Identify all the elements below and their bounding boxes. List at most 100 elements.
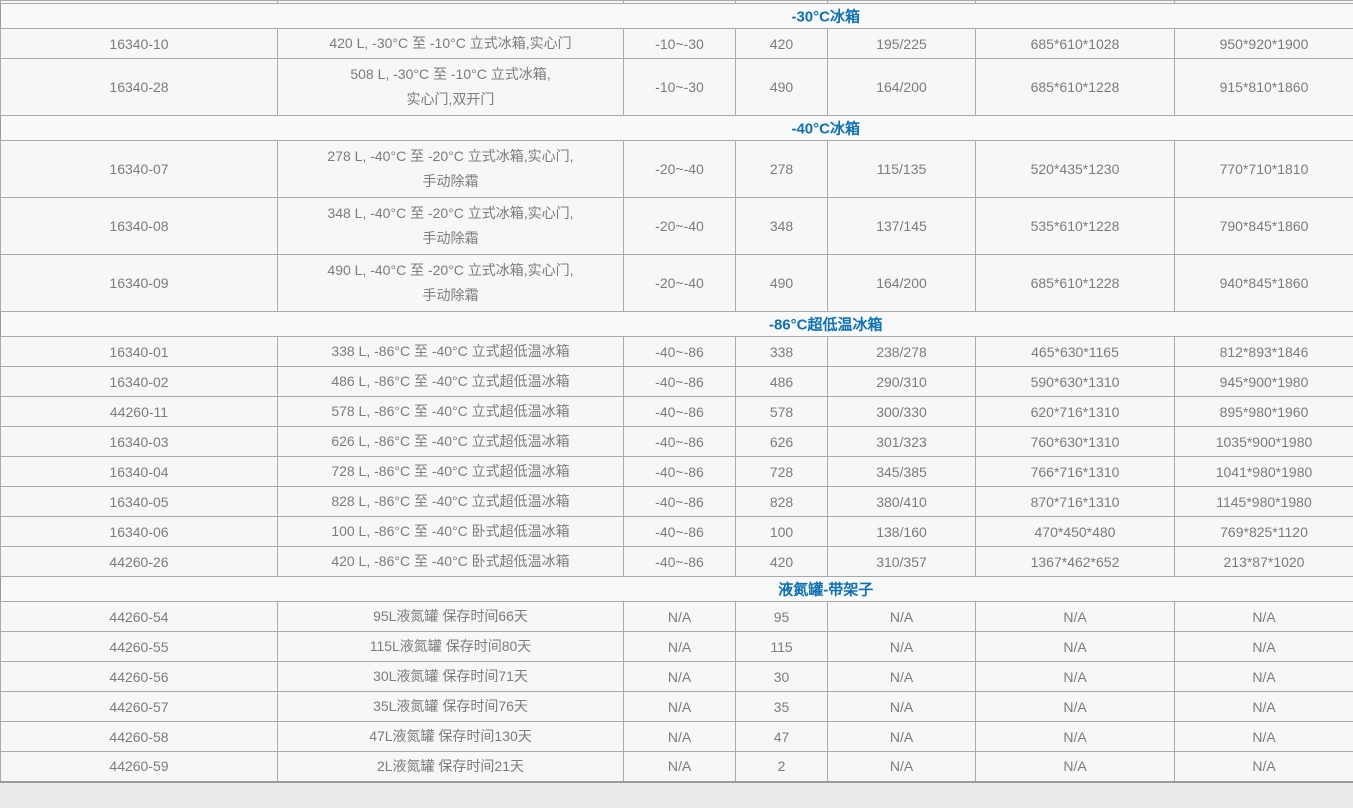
cell-volume: 95: [735, 601, 828, 632]
cell-product-code: 16340-04: [0, 456, 278, 487]
cell-temp-range: -40~-86: [623, 546, 736, 577]
cell-weight: 137/145: [827, 197, 976, 255]
cell-product-code: 44260-54: [0, 601, 278, 632]
cell-description: 626 L, -86°C 至 -40°C 立式超低温冰箱: [277, 426, 624, 457]
cell-exterior-size: 790*845*1860: [1174, 197, 1353, 255]
cell-interior-size: 760*630*1310: [975, 426, 1175, 457]
cell-exterior-size: N/A: [1174, 601, 1353, 632]
cell-volume: 35: [735, 691, 828, 722]
cell-product-code: 16340-09: [0, 254, 278, 312]
section-header-row: -40°C冰箱: [0, 115, 1353, 141]
cell-volume: 420: [735, 28, 828, 59]
cell-description: 100 L, -86°C 至 -40°C 卧式超低温冰箱: [277, 516, 624, 547]
cell-volume: 115: [735, 631, 828, 662]
cell-description: 35L液氮罐 保存时间76天: [277, 691, 624, 722]
table-row: 16340-03 626 L, -86°C 至 -40°C 立式超低温冰箱 -40~…: [0, 426, 1353, 457]
cell-interior-size: 685*610*1228: [975, 58, 1175, 116]
cell-description: 115L液氮罐 保存时间80天: [277, 631, 624, 662]
cell-temp-range: -40~-86: [623, 426, 736, 457]
cell-volume: 30: [735, 661, 828, 692]
cell-temp-range: N/A: [623, 661, 736, 692]
cell-weight: 301/323: [827, 426, 976, 457]
product-spec-table: -30°C冰箱 16340-10 420 L, -30°C 至 -10°C 立式冰箱…: [0, 0, 1353, 783]
cell-temp-range: -40~-86: [623, 336, 736, 367]
cell-exterior-size: N/A: [1174, 631, 1353, 662]
cell-interior-size: 590*630*1310: [975, 366, 1175, 397]
cell-exterior-size: 895*980*1960: [1174, 396, 1353, 427]
cell-interior-size: N/A: [975, 631, 1175, 662]
cell-volume: 728: [735, 456, 828, 487]
cell-interior-size: 465*630*1165: [975, 336, 1175, 367]
section-title: -30°C冰箱: [791, 8, 860, 26]
cell-volume: 626: [735, 426, 828, 457]
cell-description: 338 L, -86°C 至 -40°C 立式超低温冰箱: [277, 336, 624, 367]
cell-temp-range: -40~-86: [623, 516, 736, 547]
table-row: 44260-11 578 L, -86°C 至 -40°C 立式超低温冰箱 -40~…: [0, 396, 1353, 427]
cell-description: 95L液氮罐 保存时间66天: [277, 601, 624, 632]
cell-exterior-size: 945*900*1980: [1174, 366, 1353, 397]
cell-description: 47L液氮罐 保存时间130天: [277, 721, 624, 752]
cell-temp-range: -40~-86: [623, 366, 736, 397]
cell-weight: 290/310: [827, 366, 976, 397]
cell-description: 828 L, -86°C 至 -40°C 立式超低温冰箱: [277, 486, 624, 517]
cell-product-code: 44260-58: [0, 721, 278, 752]
cell-product-code: 44260-59: [0, 751, 278, 782]
section-title: -40°C冰箱: [791, 120, 860, 138]
cell-interior-size: 685*610*1028: [975, 28, 1175, 59]
table-row: 16340-28 508 L, -30°C 至 -10°C 立式冰箱, 实心门,双…: [0, 58, 1353, 116]
cell-temp-range: N/A: [623, 721, 736, 752]
cell-weight: 345/385: [827, 456, 976, 487]
cell-temp-range: -40~-86: [623, 396, 736, 427]
cell-interior-size: 870*716*1310: [975, 486, 1175, 517]
table-row: 16340-05 828 L, -86°C 至 -40°C 立式超低温冰箱 -40~…: [0, 486, 1353, 517]
cell-temp-range: -20~-40: [623, 140, 736, 198]
cell-temp-range: N/A: [623, 631, 736, 662]
cell-description: 348 L, -40°C 至 -20°C 立式冰箱,实心门, 手动除霜: [277, 197, 624, 255]
cell-description: 728 L, -86°C 至 -40°C 立式超低温冰箱: [277, 456, 624, 487]
cell-exterior-size: 915*810*1860: [1174, 58, 1353, 116]
cell-description: 30L液氮罐 保存时间71天: [277, 661, 624, 692]
cell-interior-size: 535*610*1228: [975, 197, 1175, 255]
cell-volume: 420: [735, 546, 828, 577]
table-row: 16340-09 490 L, -40°C 至 -20°C 立式冰箱,实心门, 手…: [0, 254, 1353, 312]
cell-exterior-size: 770*710*1810: [1174, 140, 1353, 198]
cell-weight: 164/200: [827, 254, 976, 312]
cell-weight: N/A: [827, 661, 976, 692]
cell-temp-range: -10~-30: [623, 28, 736, 59]
cell-temp-range: -40~-86: [623, 456, 736, 487]
cell-product-code: 16340-08: [0, 197, 278, 255]
cell-weight: 310/357: [827, 546, 976, 577]
table-row: 44260-56 30L液氮罐 保存时间71天 N/A 30 N/A N/A N/A: [0, 661, 1353, 692]
cell-temp-range: -10~-30: [623, 58, 736, 116]
section-header-cell: -40°C冰箱: [0, 115, 1353, 141]
cell-interior-size: 470*450*480: [975, 516, 1175, 547]
cell-weight: 300/330: [827, 396, 976, 427]
table-row: 16340-08 348 L, -40°C 至 -20°C 立式冰箱,实心门, 手…: [0, 197, 1353, 255]
cell-exterior-size: N/A: [1174, 751, 1353, 782]
cell-temp-range: -20~-40: [623, 254, 736, 312]
cell-volume: 486: [735, 366, 828, 397]
cell-interior-size: N/A: [975, 601, 1175, 632]
cell-weight: 164/200: [827, 58, 976, 116]
cell-product-code: 16340-06: [0, 516, 278, 547]
section-header-row: 液氮罐-带架子: [0, 576, 1353, 602]
table-row: 44260-57 35L液氮罐 保存时间76天 N/A 35 N/A N/A N/A: [0, 691, 1353, 722]
cell-product-code: 44260-26: [0, 546, 278, 577]
cell-exterior-size: 1145*980*1980: [1174, 486, 1353, 517]
cell-weight: 380/410: [827, 486, 976, 517]
cell-description: 420 L, -30°C 至 -10°C 立式冰箱,实心门: [277, 28, 624, 59]
table-row: 44260-55 115L液氮罐 保存时间80天 N/A 115 N/A N/A N/A: [0, 631, 1353, 662]
cell-volume: 490: [735, 254, 828, 312]
cell-exterior-size: 1041*980*1980: [1174, 456, 1353, 487]
cell-exterior-size: 1035*900*1980: [1174, 426, 1353, 457]
cell-product-code: 16340-05: [0, 486, 278, 517]
cell-exterior-size: 950*920*1900: [1174, 28, 1353, 59]
cell-temp-range: N/A: [623, 751, 736, 782]
cell-interior-size: 520*435*1230: [975, 140, 1175, 198]
cell-temp-range: N/A: [623, 601, 736, 632]
cell-weight: N/A: [827, 721, 976, 752]
cell-volume: 578: [735, 396, 828, 427]
cell-volume: 348: [735, 197, 828, 255]
cell-interior-size: 766*716*1310: [975, 456, 1175, 487]
cell-product-code: 16340-28: [0, 58, 278, 116]
